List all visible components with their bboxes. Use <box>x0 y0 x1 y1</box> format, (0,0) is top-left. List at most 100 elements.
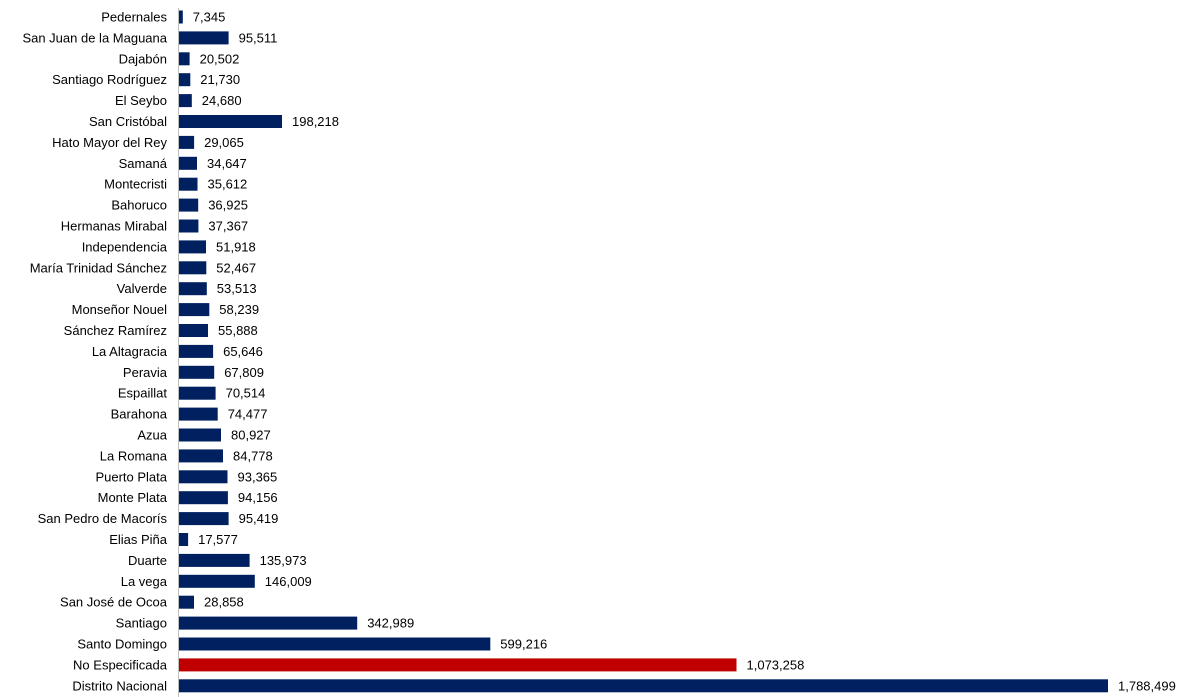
value-label-hermanas-mirabal: 37,367 <box>208 219 248 234</box>
category-label-peravia: Peravia <box>123 365 168 380</box>
bar-no-especificada <box>179 658 737 672</box>
category-label-san-juan-de-la-maguana: San Juan de la Maguana <box>22 30 167 45</box>
value-label-san-pedro-de-macoris: 95,419 <box>239 511 279 526</box>
bar-elias-pina <box>179 533 189 546</box>
value-label-la-romana: 84,778 <box>233 448 273 463</box>
bar-el-seybo <box>179 94 192 108</box>
value-label-duarte: 135,973 <box>260 553 307 568</box>
category-label-la-altagracia: La Altagracia <box>92 344 168 359</box>
bar-sanchez-ramirez <box>179 324 208 337</box>
bar-samana <box>179 156 197 170</box>
category-label-distrito-nacional: Distrito Nacional <box>72 678 167 693</box>
value-label-barahona: 74,477 <box>228 407 268 422</box>
category-label-hato-mayor-del-rey: Hato Mayor del Rey <box>52 135 167 150</box>
value-label-espaillat: 70,514 <box>226 386 266 401</box>
category-label-san-pedro-de-macoris: San Pedro de Macorís <box>38 511 168 526</box>
bar-distrito-nacional <box>179 679 1108 693</box>
bar-la-vega <box>179 574 255 588</box>
bar-bahoruco <box>179 198 199 212</box>
bar-la-romana <box>179 449 223 463</box>
bar-peravia <box>179 365 215 379</box>
value-label-montecristi: 35,612 <box>208 177 248 192</box>
category-label-independencia: Independencia <box>82 239 168 254</box>
category-label-no-especificada: No Especificada <box>73 657 168 672</box>
category-label-monsenor-nouel: Monseñor Nouel <box>72 302 167 317</box>
bar-independencia <box>179 240 206 254</box>
category-label-bahoruco: Bahoruco <box>111 198 167 213</box>
bar-san-pedro-de-macoris <box>179 512 229 526</box>
bar-san-jose-de-ocoa <box>179 595 194 609</box>
value-label-santiago: 342,989 <box>367 616 414 631</box>
bar-valverde <box>179 282 207 296</box>
category-label-maria-trinidad-sanchez: María Trinidad Sánchez <box>30 260 167 275</box>
category-label-el-seybo: El Seybo <box>115 93 167 108</box>
value-label-peravia: 67,809 <box>224 365 264 380</box>
category-label-dajabon: Dajabón <box>119 51 167 66</box>
category-label-santiago-rodriguez: Santiago Rodríguez <box>52 72 167 87</box>
value-label-monte-plata: 94,156 <box>238 490 278 505</box>
bar-santiago <box>179 616 358 630</box>
category-label-montecristi: Montecristi <box>104 177 167 192</box>
value-label-samana: 34,647 <box>207 156 247 171</box>
bar-montecristi <box>179 177 198 191</box>
category-label-puerto-plata: Puerto Plata <box>95 469 167 484</box>
value-label-san-juan-de-la-maguana: 95,511 <box>239 30 278 45</box>
category-label-san-jose-de-ocoa: San José de Ocoa <box>60 595 168 610</box>
bar-san-juan-de-la-maguana <box>179 31 229 45</box>
category-label-hermanas-mirabal: Hermanas Mirabal <box>61 219 167 234</box>
bar-monte-plata <box>179 491 228 505</box>
bar-duarte <box>179 553 250 567</box>
bar-dajabon <box>179 52 190 66</box>
category-label-monte-plata: Monte Plata <box>98 490 168 505</box>
value-label-la-vega: 146,009 <box>265 574 312 589</box>
value-label-maria-trinidad-sanchez: 52,467 <box>216 260 256 275</box>
value-label-puerto-plata: 93,365 <box>238 469 278 484</box>
bar-hato-mayor-del-rey <box>179 135 195 149</box>
category-label-santo-domingo: Santo Domingo <box>77 637 167 652</box>
bar-barahona <box>179 407 218 421</box>
category-label-duarte: Duarte <box>128 553 167 568</box>
bar-espaillat <box>179 386 216 400</box>
category-label-espaillat: Espaillat <box>118 386 168 401</box>
value-label-elias-pina: 17,577 <box>198 532 238 547</box>
value-label-monsenor-nouel: 58,239 <box>219 302 259 317</box>
value-label-dajabon: 20,502 <box>200 51 240 66</box>
category-labels-group: Pedernales San Juan de la Maguana Dajabón S… <box>22 10 167 694</box>
category-label-pedernales: Pedernales <box>101 10 167 25</box>
value-label-san-cristobal: 198,218 <box>292 114 339 129</box>
value-label-san-jose-de-ocoa: 28,858 <box>204 595 244 610</box>
value-label-el-seybo: 24,680 <box>202 93 242 108</box>
bar-pedernales <box>179 10 183 24</box>
bar-puerto-plata <box>179 470 228 484</box>
category-label-azua: Azua <box>137 428 167 443</box>
bars-group <box>179 10 1108 693</box>
value-label-hato-mayor-del-rey: 29,065 <box>204 135 244 150</box>
category-label-samana: Samaná <box>119 156 168 171</box>
category-label-la-romana: La Romana <box>100 448 168 463</box>
value-labels-group: 7,345 95,511 20,502 21,730 24,680 198,218 29,0… <box>193 10 1176 694</box>
value-label-la-altagracia: 65,646 <box>223 344 263 359</box>
bar-santo-domingo <box>179 637 491 651</box>
value-label-no-especificada: 1,073,258 <box>747 657 805 672</box>
category-label-san-cristobal: San Cristóbal <box>89 114 167 129</box>
value-label-valverde: 53,513 <box>217 281 257 296</box>
value-label-santiago-rodriguez: 21,730 <box>200 72 240 87</box>
bar-monsenor-nouel <box>179 303 210 317</box>
value-label-azua: 80,927 <box>231 428 271 443</box>
value-label-distrito-nacional: 1,788,499 <box>1118 678 1176 693</box>
value-label-independencia: 51,918 <box>216 239 256 254</box>
bar-azua <box>179 428 221 442</box>
bar-santiago-rodriguez <box>179 73 191 87</box>
bar-maria-trinidad-sanchez <box>179 261 207 275</box>
value-label-santo-domingo: 599,216 <box>500 637 547 652</box>
bar-hermanas-mirabal <box>179 219 199 233</box>
bar-san-cristobal <box>179 115 282 128</box>
category-label-elias-pina: Elias Piña <box>109 532 168 547</box>
value-label-bahoruco: 36,925 <box>208 198 248 213</box>
value-label-sanchez-ramirez: 55,888 <box>218 323 258 338</box>
category-label-la-vega: La vega <box>121 574 168 589</box>
category-label-valverde: Valverde <box>117 281 167 296</box>
category-label-santiago: Santiago <box>116 616 167 631</box>
value-label-pedernales: 7,345 <box>193 10 226 25</box>
